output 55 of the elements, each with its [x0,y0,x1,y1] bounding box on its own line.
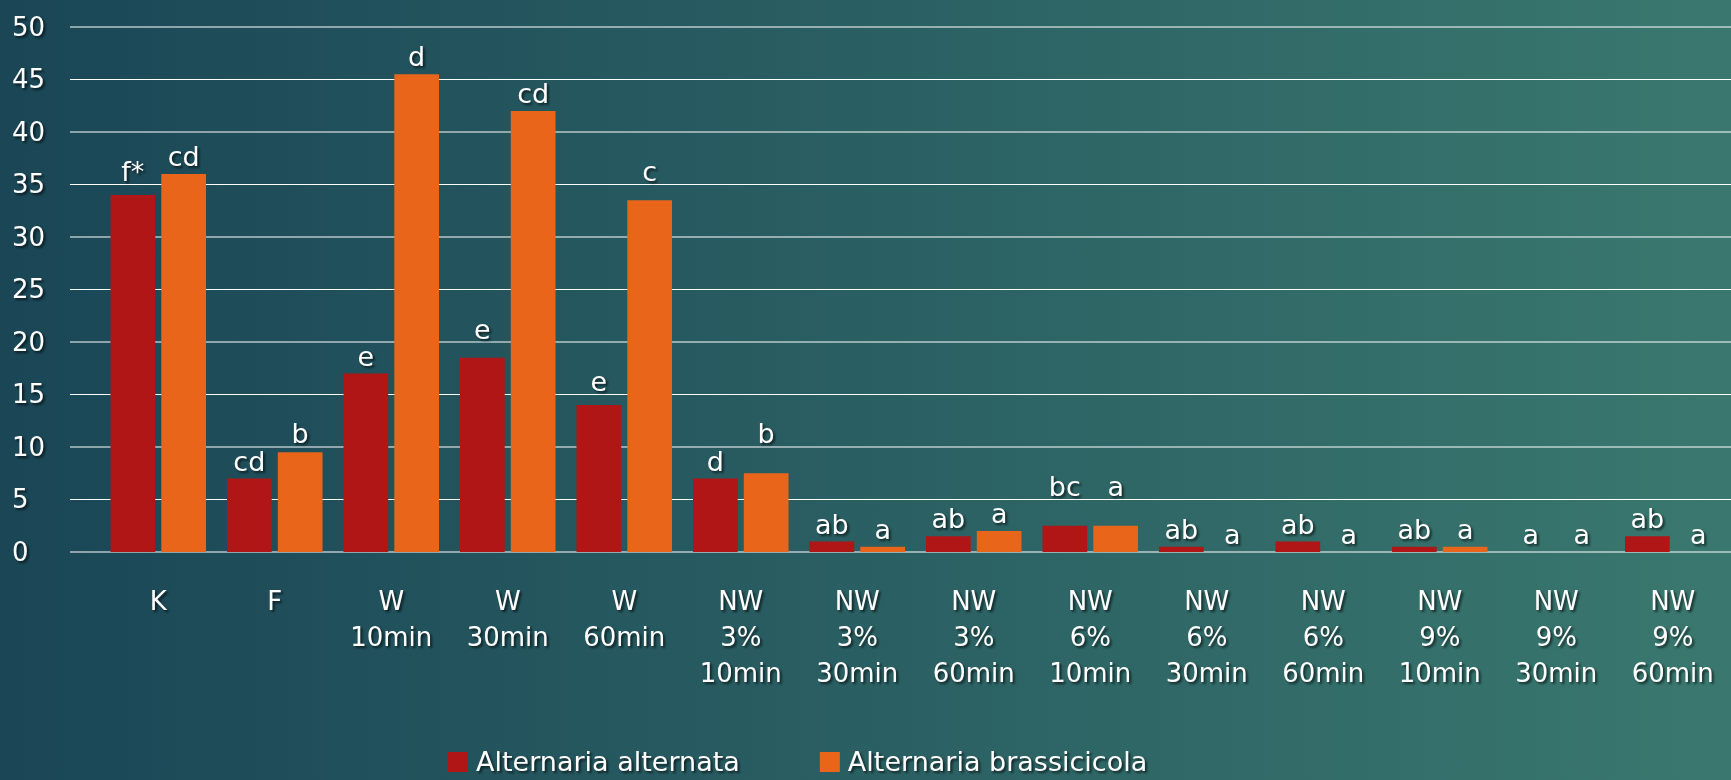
x-tick-label: W 10min [350,586,433,652]
annotation: c [642,156,658,188]
x-tick-label: NW 9% 30min [1515,586,1598,688]
y-tick-label: 5 [12,484,29,515]
annotation: a [1573,519,1590,550]
x-tick-label: K [149,586,168,616]
y-tick-label: 30 [12,221,46,252]
annotation: cd [233,445,266,477]
annotation: a [1107,470,1124,502]
x-tick-label: NW 6% 10min [1049,586,1132,688]
y-tick-label: 35 [12,169,46,200]
x-tick-label: W 60min [583,586,666,652]
annotation: a [1689,519,1707,550]
y-tick-label: 45 [12,64,46,95]
annotation: ab [815,508,849,540]
annotation: cd [167,141,200,172]
legend-label: Alternaria alternata [476,746,740,777]
y-tick-label: 20 [12,326,46,357]
x-tick-label: NW 6% 30min [1165,586,1248,688]
annotation: e [357,340,375,372]
annotation: d [706,445,724,477]
y-tick-label: 0 [12,536,29,567]
annotation: b [757,418,775,450]
x-tick-label: NW 9% 60min [1631,586,1714,688]
annotation: ab [1397,513,1432,545]
y-tick-label: 25 [12,274,46,305]
legend-label: Alternaria brassicicola [847,746,1148,777]
annotation: ab [931,503,966,535]
annotation: a [1456,513,1474,545]
annotation: b [291,418,309,450]
x-tick-label: NW 9% 10min [1398,586,1481,688]
y-tick-label: 10 [12,431,46,462]
x-tick-label: F [267,586,283,616]
annotation: e [590,366,608,397]
x-tick-label: NW 3% 60min [932,586,1015,688]
annotation: ab [1281,508,1315,540]
annotation: e [474,313,491,345]
y-tick-label: 15 [12,379,46,410]
annotation: f* [121,156,145,187]
annotation: a [1522,519,1540,550]
annotation: a [874,513,891,545]
annotation: d [408,41,426,73]
x-tick-label: NW 3% 30min [816,586,899,688]
annotation: ab [1630,503,1665,535]
annotation: ab [1164,513,1199,545]
annotation: cd [517,78,550,109]
annotation: a [1223,519,1241,550]
x-tick-label: W 30min [466,586,549,652]
annotation: a [1340,519,1357,550]
x-tick-label: NW 3% 10min [699,586,782,688]
y-tick-label: 50 [12,11,46,42]
y-tick-label: 40 [12,116,46,147]
annotation: bc [1048,470,1081,502]
x-tick-label: NW 6% 60min [1282,586,1365,688]
annotation: a [990,498,1008,529]
